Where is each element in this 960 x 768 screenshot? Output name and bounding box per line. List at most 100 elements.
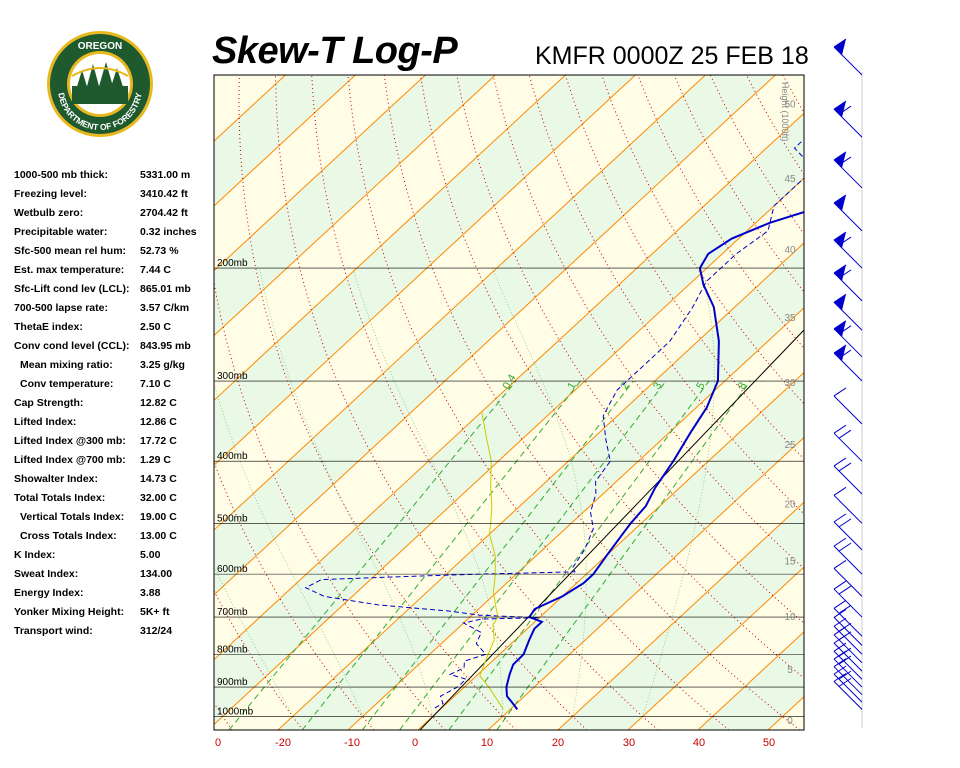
dry-adiabat [214, 279, 446, 730]
wind-barb-feather [838, 462, 852, 472]
param-label: K Index: [14, 549, 56, 561]
param-label: Conv temperature: [20, 378, 114, 390]
height-tick-label: 15 [784, 557, 796, 568]
height-tick-label: 25 [784, 440, 796, 451]
param-value: 7.10 C [140, 378, 171, 390]
param-value: 17.72 C [140, 435, 177, 447]
param-label: Wetbulb zero: [14, 207, 84, 219]
param-label: Est. max temperature: [14, 264, 125, 276]
wind-barb-staff [833, 617, 863, 646]
plot-area: 0.4 1 2 3 5 8 [214, 75, 960, 730]
param-label: Lifted Index @700 mb: [14, 454, 126, 466]
wind-barbs [833, 38, 863, 710]
wind-barb-feather [838, 604, 852, 614]
mixing-ratio-label: 5 [694, 380, 707, 391]
wind-barb-feather [838, 655, 852, 665]
height-axis-label: Height (1000ft) [780, 82, 790, 142]
wind-barb [833, 293, 863, 331]
param-label: Freezing level: [14, 188, 87, 200]
dry-adiabat [275, 75, 588, 730]
wind-barb [833, 599, 863, 637]
wind-barb [833, 320, 863, 358]
plot-frame [213, 74, 805, 731]
wind-barb-flag [834, 39, 846, 55]
height-tick-label: 10 [784, 612, 796, 623]
dry-adiabat [238, 75, 517, 730]
param-label: Sweat Index: [14, 568, 79, 580]
isotherm-line [838, 75, 960, 730]
param-value: 19.00 C [140, 511, 177, 523]
dry-adiabat [419, 75, 804, 679]
wind-barb-flag [834, 320, 846, 337]
wind-barb-staff [833, 465, 863, 495]
pressure-label: 1000mb [217, 706, 254, 717]
height-tick-label: 0 [787, 716, 793, 727]
mixing-ratio-label: 3 [651, 380, 664, 391]
wind-barb-feather [833, 387, 847, 397]
param-value: 3.88 [140, 587, 161, 599]
isotherm-line [347, 307, 804, 730]
mixing-ratio-label: 8 [736, 380, 749, 391]
reference-diagonal [419, 329, 804, 730]
wind-barb-feather [838, 622, 852, 632]
height-tick-label: 20 [784, 499, 796, 510]
param-value: 52.73 % [140, 245, 179, 257]
param-label: Precipitable water: [14, 226, 108, 238]
height-tick-label: 30 [784, 378, 796, 389]
wind-barb [833, 672, 863, 710]
param-label: Cap Strength: [14, 397, 84, 409]
wind-barb-feather [833, 537, 847, 547]
wind-barb [833, 457, 863, 495]
mixing-ratio-line [399, 380, 667, 730]
wind-barb [833, 264, 863, 302]
dry-adiabat [782, 75, 804, 114]
wind-barb [833, 344, 863, 382]
dry-adiabat [528, 75, 804, 515]
logo-top-text: OREGON [78, 41, 122, 52]
height-tick-label: 40 [784, 245, 796, 256]
dewpoint-profile [304, 138, 804, 709]
wind-barb [833, 486, 863, 524]
param-value: 2.50 C [140, 321, 171, 333]
wind-barb-feather [838, 670, 852, 680]
wind-barb-staff [833, 588, 863, 618]
wind-barb-staff [833, 650, 863, 680]
wind-barb-feather [833, 559, 847, 569]
param-value: 13.00 C [140, 530, 177, 542]
mixing-ratio-line [448, 380, 710, 730]
wind-barb-staff [833, 395, 863, 425]
temperature-tick-label: 0 [215, 737, 221, 749]
wind-barb-flag [834, 232, 846, 249]
page-title: Skew-T Log-P [212, 30, 458, 72]
pressure-label: 500mb [217, 513, 248, 524]
param-label: Mean mixing ratio: [20, 359, 113, 371]
wind-barb-feather [833, 424, 847, 434]
wind-barb-feather [838, 542, 852, 552]
param-label: Total Totals Index: [14, 492, 106, 504]
param-label: Sfc-500 mean rel hum: [14, 245, 127, 257]
wind-barb-staff [833, 642, 863, 672]
wind-barb-staff [833, 494, 863, 524]
param-label: Showalter Index: [14, 473, 99, 485]
wind-barb-feather [838, 518, 852, 528]
wind-barb [833, 38, 863, 76]
dry-adiabat [928, 75, 960, 730]
temperature-tick-label: 10 [481, 737, 493, 749]
wind-barb-flag [834, 345, 846, 362]
param-label: 700-500 lapse rate: [14, 302, 108, 314]
param-value: 3410.42 ft [140, 188, 188, 200]
height-tick-label: 45 [784, 174, 796, 185]
wind-barb-flag [834, 151, 846, 168]
wind-barb [833, 617, 863, 655]
wind-barb-staff [833, 607, 863, 637]
wind-barb-staff [833, 634, 863, 664]
param-label: ThetaE index: [14, 321, 83, 333]
wind-barb-feather [833, 486, 847, 496]
dry-adiabat [214, 702, 233, 730]
temperature-tick-label: -20 [275, 737, 291, 749]
wind-barb [833, 151, 863, 189]
temperature-tick-label: 30 [623, 737, 635, 749]
wind-barb-staff [833, 545, 863, 575]
isotherm-line [487, 436, 804, 730]
station-time-title: KMFR 0000Z 25 FEB 18 [535, 42, 809, 70]
